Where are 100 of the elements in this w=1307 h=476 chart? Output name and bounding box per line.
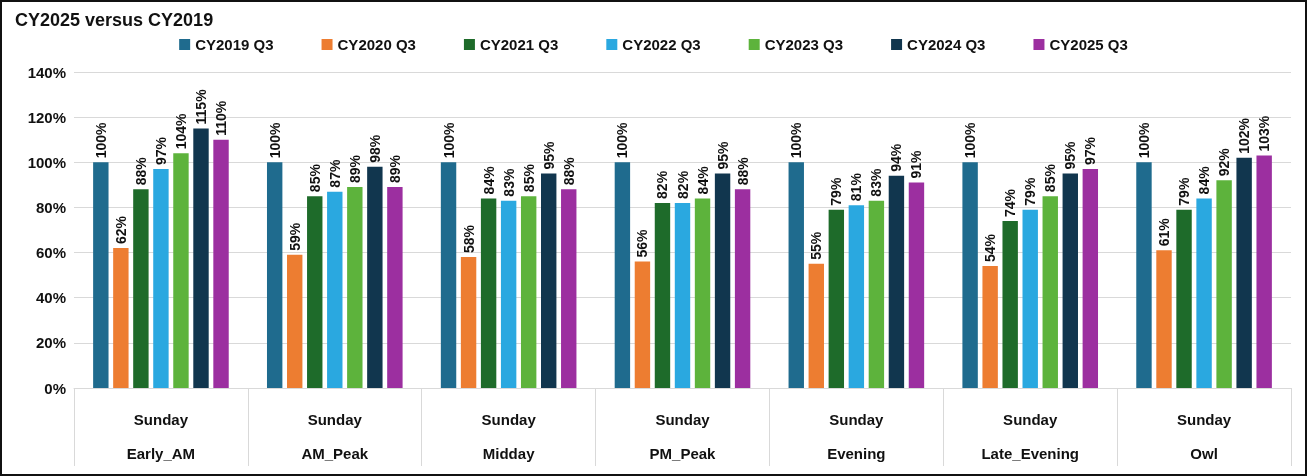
bar <box>327 191 343 388</box>
data-label: 97% <box>152 136 169 166</box>
data-label: 84% <box>694 165 711 195</box>
bar <box>367 166 383 388</box>
bar <box>520 196 537 388</box>
data-label: 85% <box>306 163 323 193</box>
bar <box>480 198 497 388</box>
data-label: 104% <box>172 112 189 150</box>
bar <box>1082 169 1099 388</box>
bar <box>674 202 691 388</box>
bar <box>387 187 403 388</box>
bar <box>654 202 671 388</box>
y-tick-label: 100% <box>27 153 66 171</box>
data-label: 55% <box>808 231 825 260</box>
data-label: 88% <box>132 156 149 186</box>
bar <box>1176 209 1192 388</box>
bar <box>1042 196 1058 388</box>
data-label: 91% <box>908 150 925 179</box>
legend-label: CY2025 Q3 <box>1049 36 1128 53</box>
data-label: 59% <box>286 222 303 251</box>
data-label: 79% <box>828 177 845 206</box>
data-label: 88% <box>734 156 751 186</box>
data-label: 100% <box>1135 121 1152 159</box>
bar <box>734 189 751 388</box>
bar <box>133 189 149 388</box>
bar <box>1236 157 1252 388</box>
x-tick-label: Sunday Owl <box>1176 410 1232 462</box>
x-tick-label: Sunday PM_Peak <box>649 410 717 462</box>
data-label: 79% <box>1176 177 1193 206</box>
bar <box>1196 198 1212 388</box>
bar <box>173 153 189 388</box>
data-label: 61% <box>1156 217 1173 247</box>
bar <box>908 182 925 388</box>
bar <box>848 205 865 388</box>
legend-label: CY2020 Q3 <box>337 36 416 53</box>
bar <box>828 209 845 388</box>
data-label: 95% <box>1062 141 1079 170</box>
y-tick-label: 140% <box>27 63 66 81</box>
data-label: 110% <box>213 100 230 136</box>
bar <box>982 266 998 388</box>
bar <box>541 173 557 388</box>
x-tick-label: Sunday Evening <box>827 410 886 462</box>
data-label: 84% <box>1196 165 1213 195</box>
bar <box>868 200 885 388</box>
x-tick-label: Sunday AM_Peak <box>301 410 369 462</box>
legend-label: CY2022 Q3 <box>622 36 701 53</box>
data-label: 115% <box>192 88 209 125</box>
data-label: 89% <box>346 154 363 184</box>
bar <box>1022 209 1038 388</box>
data-label: 102% <box>1236 117 1253 154</box>
y-tick-label: 40% <box>35 289 66 307</box>
bar <box>1062 173 1078 388</box>
bar <box>714 173 731 388</box>
data-label: 100% <box>266 121 283 159</box>
data-label: 56% <box>634 229 651 258</box>
y-tick-label: 120% <box>27 108 66 126</box>
bar <box>347 187 363 388</box>
x-tick-label: Sunday Midday <box>481 410 537 462</box>
bar <box>788 162 804 388</box>
data-label: 88% <box>560 156 577 186</box>
data-label: 87% <box>326 159 343 188</box>
data-label: 83% <box>868 168 885 197</box>
bar <box>153 169 169 388</box>
legend-label: CY2024 Q3 <box>907 36 986 53</box>
bar <box>500 200 517 388</box>
data-label: 74% <box>1002 188 1019 217</box>
bar <box>561 189 577 388</box>
bar <box>1002 220 1018 388</box>
data-label: 85% <box>520 163 537 193</box>
bar <box>1156 250 1172 388</box>
x-tick-label: Sunday Late_Evening <box>981 410 1079 462</box>
data-label: 82% <box>654 170 671 199</box>
bar <box>1256 155 1272 388</box>
y-tick-label: 20% <box>35 334 66 352</box>
x-tick-label: Sunday Early_AM <box>126 410 196 462</box>
y-tick-label: 60% <box>35 244 66 262</box>
data-label: 83% <box>500 168 517 197</box>
data-label: 54% <box>982 233 999 263</box>
y-tick-label: 0% <box>44 379 66 397</box>
data-label: 98% <box>366 134 383 163</box>
bar <box>307 196 323 388</box>
legend-label: CY2019 Q3 <box>195 36 274 53</box>
data-label: 84% <box>480 165 497 195</box>
data-label: 100% <box>92 121 109 159</box>
bar <box>634 261 651 388</box>
data-label: 79% <box>1022 177 1039 206</box>
data-label: 94% <box>888 143 905 172</box>
data-label: 95% <box>714 141 731 170</box>
data-label: 85% <box>1042 163 1059 193</box>
bar <box>1136 162 1152 388</box>
bar <box>287 254 303 388</box>
bar <box>962 162 978 388</box>
legend-label: CY2021 Q3 <box>479 36 559 53</box>
data-label: 100% <box>962 121 979 159</box>
data-label: 58% <box>460 224 477 254</box>
chart-title: CY2025 versus CY2019 <box>15 10 214 30</box>
bar <box>213 139 229 388</box>
data-label: 100% <box>440 121 457 159</box>
y-tick-label: 80% <box>35 198 66 216</box>
data-label: 82% <box>674 170 691 199</box>
